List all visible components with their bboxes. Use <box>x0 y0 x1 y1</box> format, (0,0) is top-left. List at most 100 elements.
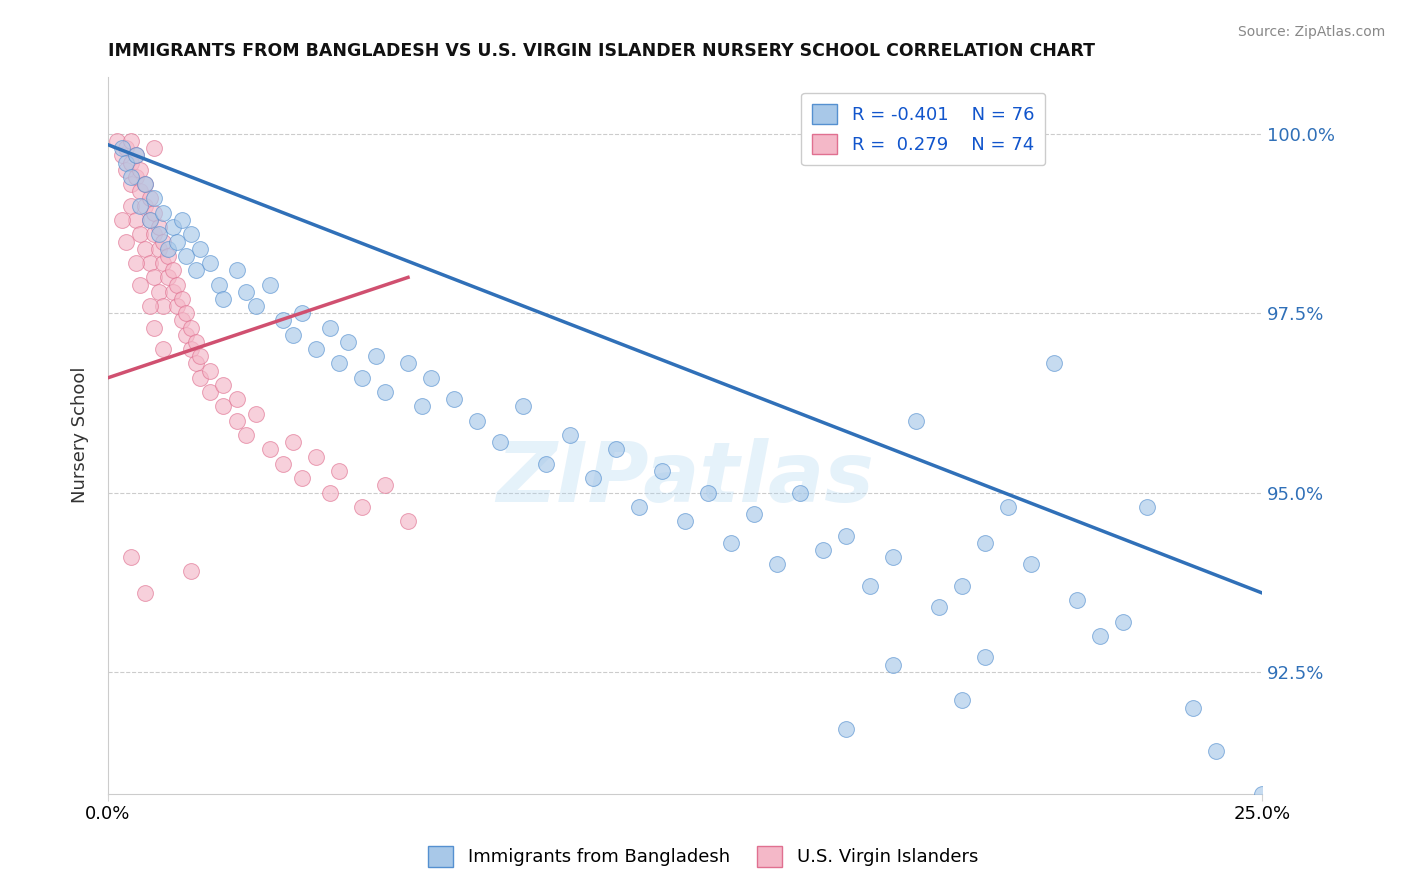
Point <box>350 500 373 514</box>
Point <box>138 213 160 227</box>
Point <box>143 320 166 334</box>
Point <box>129 184 152 198</box>
Point <box>152 235 174 249</box>
Point <box>328 464 350 478</box>
Point <box>180 227 202 242</box>
Point <box>111 213 134 227</box>
Point <box>111 148 134 162</box>
Point <box>129 227 152 242</box>
Point <box>928 600 950 615</box>
Point <box>184 263 207 277</box>
Point <box>305 450 328 464</box>
Point <box>152 299 174 313</box>
Point <box>156 242 179 256</box>
Point <box>129 199 152 213</box>
Point <box>180 342 202 356</box>
Point <box>281 435 304 450</box>
Point <box>259 277 281 292</box>
Point <box>111 141 134 155</box>
Point <box>374 478 396 492</box>
Point <box>148 220 170 235</box>
Point <box>129 277 152 292</box>
Point <box>134 586 156 600</box>
Point <box>184 334 207 349</box>
Point <box>226 414 249 428</box>
Point <box>536 457 558 471</box>
Point <box>337 334 360 349</box>
Point <box>789 485 811 500</box>
Point <box>651 464 673 478</box>
Point <box>115 162 138 177</box>
Point <box>138 213 160 227</box>
Point <box>212 400 235 414</box>
Point <box>166 299 188 313</box>
Point <box>259 442 281 457</box>
Point <box>396 514 419 528</box>
Point <box>138 192 160 206</box>
Point <box>281 327 304 342</box>
Point <box>120 177 142 191</box>
Point <box>166 235 188 249</box>
Point <box>176 306 198 320</box>
Point <box>318 485 340 500</box>
Point <box>1090 629 1112 643</box>
Point <box>291 306 314 320</box>
Point <box>125 213 148 227</box>
Point <box>582 471 605 485</box>
Point <box>291 471 314 485</box>
Point <box>273 313 295 327</box>
Point <box>156 270 179 285</box>
Point <box>374 385 396 400</box>
Point <box>627 500 650 514</box>
Point <box>143 192 166 206</box>
Point <box>120 134 142 148</box>
Point <box>605 442 627 457</box>
Y-axis label: Nursery School: Nursery School <box>72 367 89 503</box>
Point <box>318 320 340 334</box>
Point <box>148 227 170 242</box>
Point <box>170 213 193 227</box>
Point <box>720 535 742 549</box>
Point <box>420 371 443 385</box>
Point <box>396 356 419 370</box>
Point <box>489 435 512 450</box>
Point <box>198 385 221 400</box>
Point <box>835 528 858 542</box>
Point <box>156 249 179 263</box>
Text: Source: ZipAtlas.com: Source: ZipAtlas.com <box>1237 25 1385 39</box>
Point <box>180 565 202 579</box>
Point <box>125 148 148 162</box>
Point <box>1066 593 1088 607</box>
Point <box>904 414 927 428</box>
Point <box>143 206 166 220</box>
Point <box>974 535 997 549</box>
Point <box>176 249 198 263</box>
Point <box>148 285 170 299</box>
Point <box>882 549 904 564</box>
Point <box>120 549 142 564</box>
Point <box>125 148 148 162</box>
Point <box>950 693 973 707</box>
Point <box>212 378 235 392</box>
Point <box>125 256 148 270</box>
Point <box>835 722 858 736</box>
Point <box>882 657 904 672</box>
Point <box>813 542 835 557</box>
Point <box>208 277 231 292</box>
Point <box>212 292 235 306</box>
Point <box>235 428 257 442</box>
Text: IMMIGRANTS FROM BANGLADESH VS U.S. VIRGIN ISLANDER NURSERY SCHOOL CORRELATION CH: IMMIGRANTS FROM BANGLADESH VS U.S. VIRGI… <box>108 42 1095 60</box>
Text: ZIPatlas: ZIPatlas <box>496 438 875 518</box>
Point <box>858 579 880 593</box>
Point <box>245 407 267 421</box>
Point <box>143 270 166 285</box>
Point <box>129 162 152 177</box>
Point <box>465 414 488 428</box>
Point <box>245 299 267 313</box>
Point <box>305 342 328 356</box>
Point <box>1135 500 1157 514</box>
Point <box>1019 558 1042 572</box>
Point <box>742 507 765 521</box>
Point <box>328 356 350 370</box>
Point <box>115 235 138 249</box>
